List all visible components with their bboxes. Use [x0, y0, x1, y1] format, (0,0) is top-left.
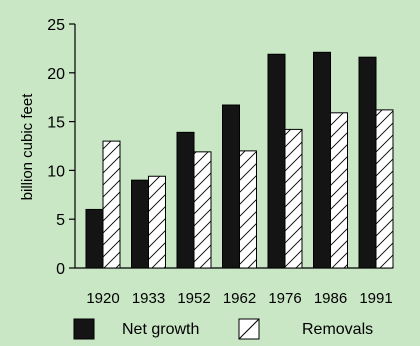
x-tick-label: 1952: [177, 290, 210, 307]
y-tick-label: 10: [47, 163, 65, 180]
y-tick-label: 20: [47, 66, 65, 83]
x-tick-label: 1991: [359, 290, 392, 307]
bar-removals-1920: [102, 140, 121, 269]
bars: [85, 51, 394, 269]
y-axis: 0 5 10 15 20 25: [47, 17, 76, 278]
y-tick-label: 5: [56, 212, 65, 229]
bar-removals-1962: [239, 150, 257, 269]
legend-swatch-net-growth: [73, 318, 95, 340]
bar-removals-1976: [284, 128, 303, 269]
x-tick-label: 1920: [86, 290, 119, 307]
bar-removals-1952: [193, 151, 212, 269]
x-tick-label: 1933: [132, 290, 165, 307]
bar-removals-1986: [330, 112, 348, 269]
legend-label-removals: Removals: [302, 321, 373, 338]
legend-hatch-line: [238, 318, 260, 340]
x-tick-label: 1962: [223, 290, 256, 307]
bar-net-growth-1952: [176, 131, 195, 269]
bar-net-growth-1991: [358, 56, 377, 269]
y-axis-label: billion cubic feet: [19, 93, 36, 201]
x-tick-label: 1986: [314, 290, 347, 307]
y-tick-label: 25: [47, 17, 65, 34]
bar-net-growth-1920: [85, 208, 104, 269]
bar-removals-1991: [375, 109, 394, 269]
legend: Net growth Removals: [73, 318, 373, 340]
bar-net-growth-1962: [222, 104, 240, 269]
bar-removals-1933: [148, 175, 166, 269]
legend-label-net-growth: Net growth: [122, 321, 199, 338]
bar-net-growth-1976: [267, 53, 286, 269]
x-axis: 1920 1933 1952 1962 1976 1986 1991: [75, 267, 393, 307]
bar-net-growth-1933: [131, 179, 149, 269]
x-tick-label: 1976: [268, 290, 301, 307]
y-tick-label: 15: [47, 115, 65, 132]
y-tick-label: 0: [56, 261, 65, 278]
bar-net-growth-1986: [313, 51, 331, 269]
